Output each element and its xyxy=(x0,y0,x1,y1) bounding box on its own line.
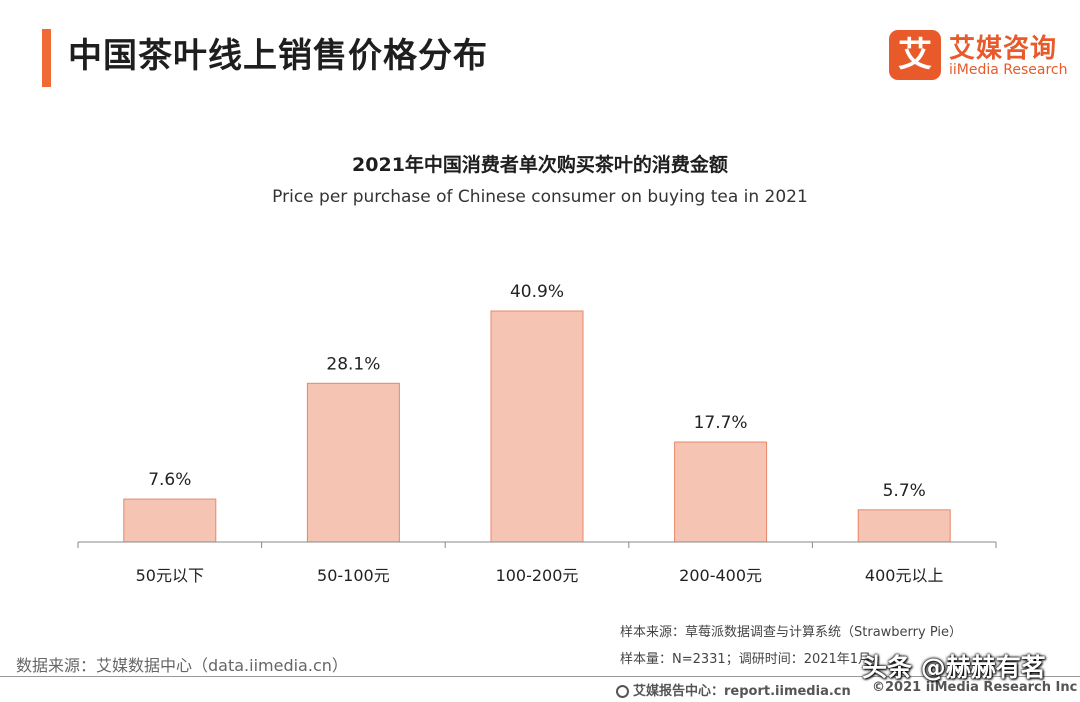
data-label: 7.6% xyxy=(148,470,191,490)
logo-chinese-text: 艾媒咨询 xyxy=(949,34,1058,64)
chart-subtitle: Price per purchase of Chinese consumer o… xyxy=(272,187,808,207)
x-tick-label: 50元以下 xyxy=(136,566,204,585)
data-label: 40.9% xyxy=(510,282,564,302)
report-center: 艾媒报告中心：report.iimedia.cn xyxy=(616,680,851,699)
logo-english-text: iiMedia Research xyxy=(949,62,1068,78)
footer-divider xyxy=(0,676,1080,677)
bar xyxy=(490,310,584,543)
x-tick-label: 50-100元 xyxy=(317,566,390,585)
data-label: 28.1% xyxy=(326,354,380,374)
bar xyxy=(306,382,400,543)
x-tick-label: 400元以上 xyxy=(865,566,944,585)
data-label: 17.7% xyxy=(694,413,748,433)
iimedia-logo: 艾 艾媒咨询 iiMedia Research xyxy=(889,30,1068,82)
report-center-text: 艾媒报告中心：report.iimedia.cn xyxy=(633,684,851,699)
logo-mark-icon: 艾 xyxy=(889,30,941,80)
title-accent-bar xyxy=(42,29,51,87)
data-label: 5.7% xyxy=(883,481,926,501)
page-title: 中国茶叶线上销售价格分布 xyxy=(68,36,488,76)
sample-source: 样本来源：草莓派数据调查与计算系统（Strawberry Pie） xyxy=(620,625,962,640)
bar xyxy=(674,441,768,543)
copyright: ©2021 iiMedia Research Inc xyxy=(872,680,1078,695)
report-globe-icon xyxy=(616,685,629,698)
x-tick-label: 100-200元 xyxy=(496,566,579,585)
sample-size: 样本量：N=2331；调研时间：2021年1月 xyxy=(620,652,872,667)
watermark: 头条 @赫赫有茗 xyxy=(862,653,1046,682)
chart-title: 2021年中国消费者单次购买茶叶的消费金额 xyxy=(352,154,728,176)
data-source: 数据来源：艾媒数据中心（data.iimedia.cn） xyxy=(16,656,348,675)
bar xyxy=(857,509,951,543)
x-tick-label: 200-400元 xyxy=(679,566,762,585)
bar xyxy=(123,498,217,543)
